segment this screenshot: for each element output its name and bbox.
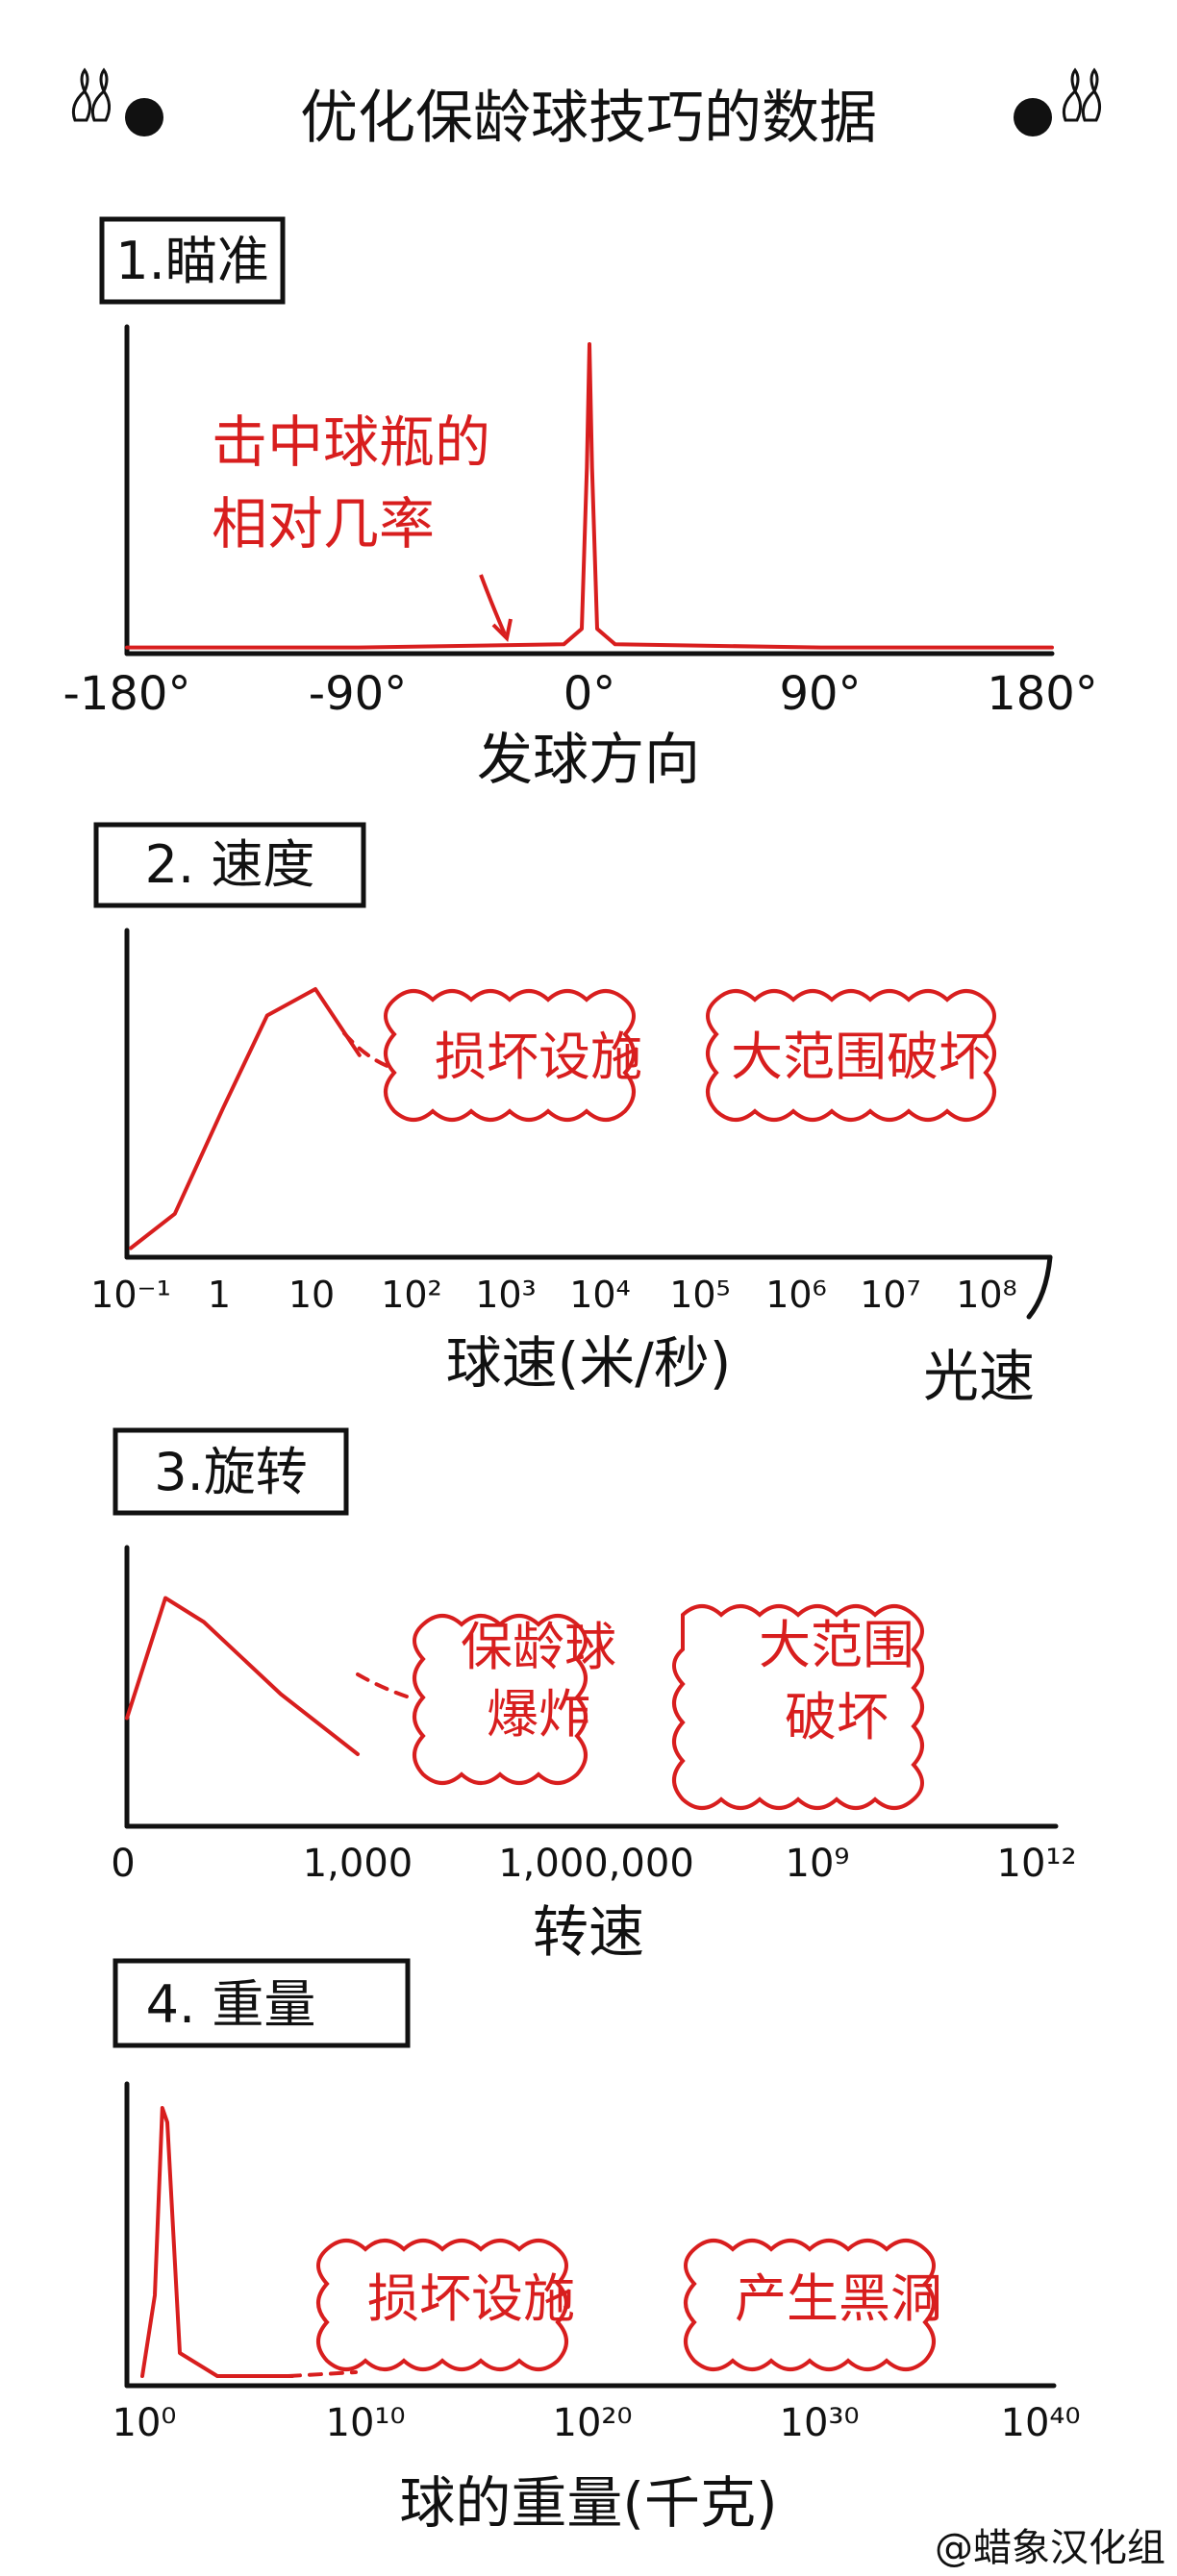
panel4-tick-label-4: 10⁴⁰ <box>1001 2401 1081 2445</box>
panel2-tick-label-1: 1 <box>208 1274 231 1316</box>
panel2-series-line <box>129 987 362 1251</box>
panel2-region-cloud-1 <box>706 989 996 1122</box>
panel3-region-label-2: 大范围 <box>759 1615 914 1675</box>
panel2-tick-label-4: 10³ <box>475 1274 537 1316</box>
panel1-x-axis-label: 发球方向 <box>477 727 700 792</box>
header-left-bowling-icon <box>71 67 163 136</box>
panel4-series-dashed <box>287 2370 358 2378</box>
credit-watermark: @蜡象汉化组 <box>935 2526 1165 2570</box>
panel4-tick-label-1: 10¹⁰ <box>326 2401 406 2445</box>
panel3-region-label-3: 破坏 <box>785 1687 889 1747</box>
panel2-tick-label-0: 10⁻¹ <box>90 1274 171 1316</box>
panel2-x-axis-end-label: 光速 <box>923 1344 1035 1409</box>
panel3-tick-label-2: 1,000,000 <box>498 1842 694 1886</box>
panel3-series-line <box>125 1596 360 1756</box>
panel2-tick-label-2: 10 <box>288 1274 335 1316</box>
panel3-region-label-0: 保龄球 <box>461 1617 616 1677</box>
panel2-series-dashed <box>342 1031 391 1069</box>
panel1-annotation-arrowhead <box>491 618 513 643</box>
panel1-tick-label-0: -180° <box>63 667 191 721</box>
panel4-tick-label-0: 10⁰ <box>113 2401 177 2445</box>
panel4-series-line <box>140 2106 294 2378</box>
panel1-title-box <box>99 216 286 305</box>
panel4-title-box <box>113 1958 411 2048</box>
panel1-annotation-line2: 相对几率 <box>212 491 435 557</box>
panel2-tick-label-3: 10² <box>381 1274 442 1316</box>
page-title: 优化保龄球技巧的数据 <box>300 85 877 152</box>
panel2-tick-label-6: 10⁵ <box>669 1274 731 1316</box>
panel2-tick-label-9: 10⁸ <box>956 1274 1017 1316</box>
panel3-series-dashed <box>356 1672 417 1701</box>
header-right-bowling-icon <box>1014 67 1101 136</box>
panel4-region-label-0: 损坏设施 <box>367 2268 575 2329</box>
panel3-tick-label-3: 10⁹ <box>786 1842 850 1886</box>
panel3-x-axis-label: 转速 <box>533 1899 644 1965</box>
panel1-tick-label-3: 90° <box>779 667 861 721</box>
panel4-title: 4. 重量 <box>146 1974 316 2035</box>
panel1-annotation-arrow <box>479 574 507 635</box>
panel2-title: 2. 速度 <box>145 834 315 895</box>
panel4-x-axis-label: 球的重量(千克) <box>399 2470 777 2536</box>
panel3-region-cloud-0 <box>413 1614 588 1785</box>
panel2-x-axis-end-mark <box>1026 1254 1053 1320</box>
panel2-tick-label-8: 10⁷ <box>860 1274 921 1316</box>
panel3-tick-label-4: 10¹² <box>997 1842 1077 1886</box>
panel2-title-box <box>93 822 366 908</box>
panel3-region-cloud-1 <box>672 1604 924 1810</box>
panel1-title: 1.瞄准 <box>115 231 269 291</box>
panel1-tick-label-2: 0° <box>563 667 616 721</box>
panel1-annotation-line1: 击中球瓶的 <box>212 409 490 475</box>
panel2-region-cloud-0 <box>384 989 636 1122</box>
panel3-region-label-1: 爆炸 <box>487 1684 590 1745</box>
panel2-region-label-1: 大范围破坏 <box>731 1027 990 1087</box>
panel3-tick-label-1: 1,000 <box>303 1842 413 1886</box>
panel4-region-label-1: 产生黑洞 <box>735 2268 942 2329</box>
panel4-region-cloud-0 <box>316 2239 568 2371</box>
panel2-tick-label-7: 10⁶ <box>765 1274 827 1316</box>
panel2-tick-label-5: 10⁴ <box>569 1274 631 1316</box>
panel3-title: 3.旋转 <box>154 1442 308 1502</box>
panel4-region-cloud-1 <box>684 2239 936 2371</box>
panel1-tick-label-4: 180° <box>987 667 1098 721</box>
panel3-title-box <box>113 1427 349 1516</box>
panel4-tick-label-2: 10²⁰ <box>553 2401 633 2445</box>
panel2-x-axis-label: 球速(米/秒) <box>446 1330 732 1396</box>
panel3-tick-label-0: 0 <box>111 1842 135 1886</box>
panel1-series-line <box>125 342 1054 650</box>
panel1-tick-label-1: -90° <box>309 667 407 721</box>
panel2-region-label-0: 损坏设施 <box>435 1027 642 1087</box>
panel4-tick-label-3: 10³⁰ <box>780 2401 860 2445</box>
